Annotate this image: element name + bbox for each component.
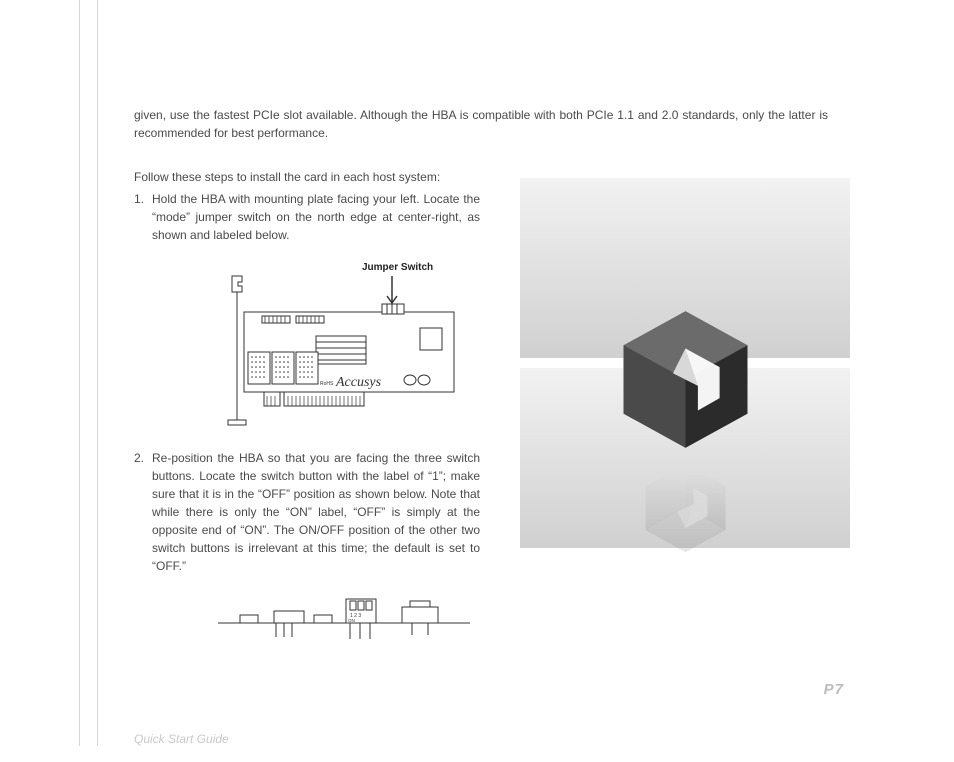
step-1-number: 1.: [134, 190, 152, 208]
step-2-number: 2.: [134, 449, 152, 467]
decorative-side-panel: [520, 178, 850, 678]
hex-logo-reflection-icon: [608, 458, 763, 558]
figure-hba-top-view: Jumper Switch: [214, 256, 474, 431]
step-2-body: Re-position the HBA so that you are faci…: [152, 449, 480, 575]
step-1: 1.Hold the HBA with mounting plate facin…: [134, 190, 484, 244]
step-1-body: Hold the HBA with mounting plate facing …: [152, 190, 480, 244]
page-number: P7: [824, 681, 844, 698]
brand-text: Accusys: [335, 375, 382, 390]
hex-logo-icon: [608, 302, 763, 457]
switch-diagram-icon: 1 2 3 ON: [214, 589, 474, 661]
footer-title: Quick Start Guide: [134, 732, 229, 746]
hba-diagram-icon: Accusys RoHS: [214, 274, 474, 432]
rohs-text: RoHS: [320, 381, 334, 387]
page-bottom-mask: [0, 746, 954, 762]
jumper-switch-label: Jumper Switch: [362, 262, 433, 273]
step-2: 2.Re-position the HBA so that you are fa…: [134, 449, 484, 575]
figure-switch-buttons: 1 2 3 ON: [214, 589, 474, 661]
page-margin-inner: [97, 0, 98, 762]
intro-paragraph: given, use the fastest PCIe slot availab…: [134, 106, 828, 142]
switch-on-label: ON: [348, 618, 355, 623]
page-margin-outer: [79, 0, 80, 762]
